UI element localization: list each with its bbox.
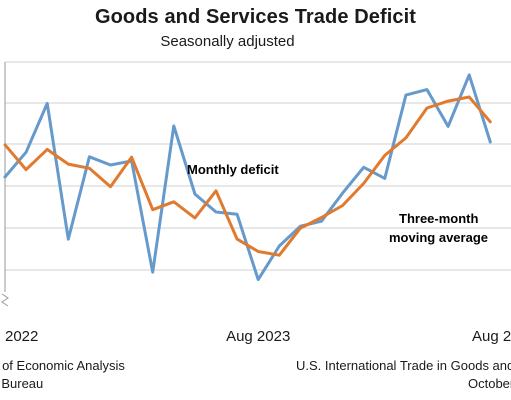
moving-average-label-line1: Three-month (399, 211, 479, 226)
monthly-deficit-line (3, 73, 492, 282)
source-left: au of Economic Analysis us Bureau (0, 357, 125, 393)
gridlines (5, 61, 511, 271)
source-left-line1: au of Economic Analysis (0, 358, 125, 373)
x-tick-label: 2022 (5, 328, 38, 345)
monthly-deficit-label: Monthly deficit (187, 162, 279, 177)
source-left-line2: us Bureau (0, 376, 44, 391)
chart-subtitle: Seasonally adjusted (160, 33, 295, 50)
x-tick-label: Aug 2 (472, 328, 511, 345)
series-layer (3, 73, 492, 282)
axis-break-mark (1, 293, 9, 307)
chart-title: Goods and Services Trade Deficit (94, 6, 417, 28)
x-tick-label: Aug 2023 (226, 328, 290, 345)
x-axis-ticks: 2022 Aug 2023 Aug 2 (5, 328, 511, 345)
source-right: U.S. International Trade in Goods and Oc… (273, 357, 511, 393)
source-right-line1: U.S. International Trade in Goods and (296, 358, 511, 373)
y-axis-break (1, 62, 9, 307)
moving-average-label-line2: moving average (389, 230, 488, 245)
moving-average-line (3, 95, 492, 257)
source-right-line2: October (468, 376, 511, 391)
